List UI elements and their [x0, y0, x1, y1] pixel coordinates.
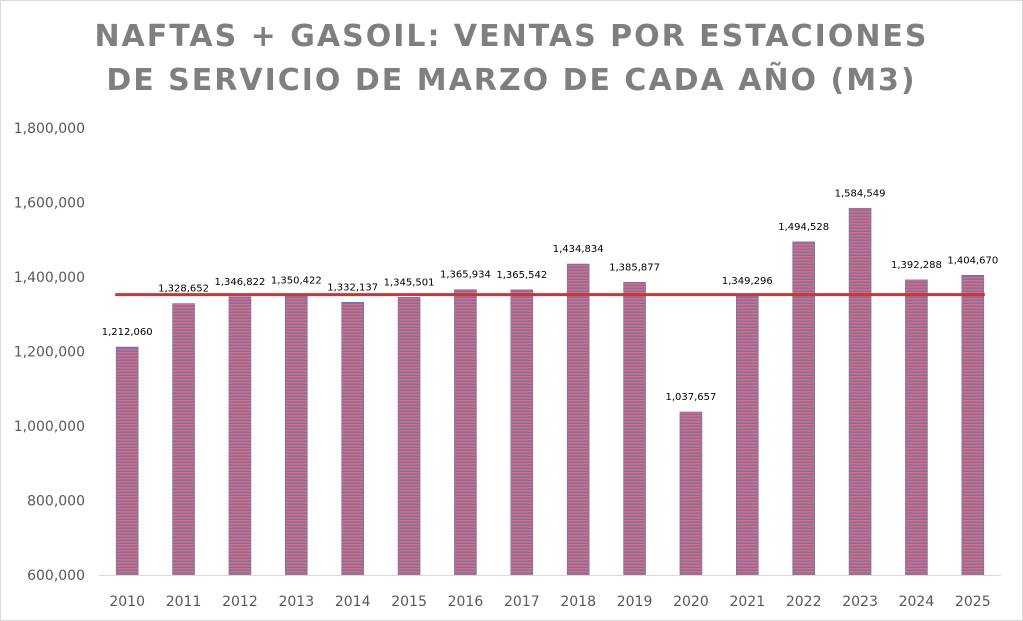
x-tick-label: 2012 [222, 594, 258, 610]
x-tick-label: 2025 [955, 594, 991, 610]
bar-2025 [961, 274, 985, 576]
data-labels: 1,212,060 1,328,652 1,346,822 1,350,422 1,33… [102, 188, 999, 403]
data-label: 1,494,528 [778, 222, 829, 233]
data-label: 1,328,652 [158, 284, 209, 295]
bar-2017 [510, 289, 534, 576]
data-label: 1,345,501 [384, 277, 435, 288]
x-tick-label: 2015 [391, 594, 427, 610]
data-label: 1,349,296 [722, 276, 773, 287]
bar-2022 [792, 241, 815, 576]
data-label: 1,434,834 [553, 244, 604, 255]
bar-2020 [679, 411, 703, 576]
x-tick-label: 2023 [842, 594, 878, 610]
y-axis-ticks: 600,000 800,000 1,000,000 1,200,000 1,400,00… [14, 121, 85, 584]
x-tick-label: 2024 [899, 594, 935, 610]
data-label: 1,365,542 [496, 270, 547, 281]
chart-title-line-2: DE SERVICIO DE MARZO DE CADA AÑO (M3) [106, 63, 917, 98]
x-tick-label: 2013 [278, 594, 314, 610]
x-tick-label: 2020 [673, 594, 709, 610]
data-label: 1,365,934 [440, 270, 491, 281]
x-tick-label: 2011 [166, 594, 202, 610]
bar-2018 [566, 263, 590, 576]
y-tick-label: 1,600,000 [14, 196, 85, 212]
y-tick-label: 800,000 [27, 494, 85, 510]
chart-title-line-1: NAFTAS + GASOIL: VENTAS POR ESTACIONES [94, 19, 929, 54]
data-label: 1,392,288 [891, 260, 942, 271]
y-tick-label: 1,000,000 [14, 419, 85, 435]
chart-title: NAFTAS + GASOIL: VENTAS POR ESTACIONES D… [1, 15, 1022, 103]
y-tick-label: 1,800,000 [14, 121, 85, 137]
y-tick-label: 1,200,000 [14, 345, 85, 361]
data-label: 1,584,549 [835, 188, 886, 199]
y-tick-label: 600,000 [27, 568, 85, 584]
bar-2013 [285, 295, 308, 576]
x-tick-label: 2016 [448, 594, 484, 610]
x-tick-label: 2019 [617, 594, 653, 610]
bar-2015 [397, 297, 421, 576]
bar-2016 [454, 289, 477, 576]
bar-2021 [736, 295, 759, 576]
bar-2012 [228, 296, 252, 576]
data-label: 1,346,822 [214, 277, 265, 288]
bar-2023 [848, 207, 872, 576]
x-tick-label: 2017 [504, 594, 540, 610]
bar-2024 [905, 279, 928, 576]
x-tick-label: 2014 [335, 594, 371, 610]
bar-2014 [341, 301, 364, 576]
x-axis: 2010 2011 2012 2013 2014 2015 2016 2017 2018 2019… [99, 575, 1001, 610]
data-label: 1,212,060 [102, 327, 153, 338]
data-label: 1,385,877 [609, 262, 660, 273]
x-tick-label: 2022 [786, 594, 822, 610]
bars [115, 207, 985, 576]
x-tick-label: 2021 [729, 594, 765, 610]
x-tick-label: 2010 [109, 594, 145, 610]
bar-2019 [623, 281, 646, 576]
data-label: 1,037,657 [665, 392, 716, 403]
data-label: 1,332,137 [327, 282, 378, 293]
data-label: 1,404,670 [947, 255, 998, 266]
x-tick-label: 2018 [560, 594, 596, 610]
y-tick-label: 1,400,000 [14, 270, 85, 286]
data-label: 1,350,422 [271, 275, 322, 286]
bar-2011 [172, 303, 195, 576]
bar-2010 [115, 346, 139, 576]
